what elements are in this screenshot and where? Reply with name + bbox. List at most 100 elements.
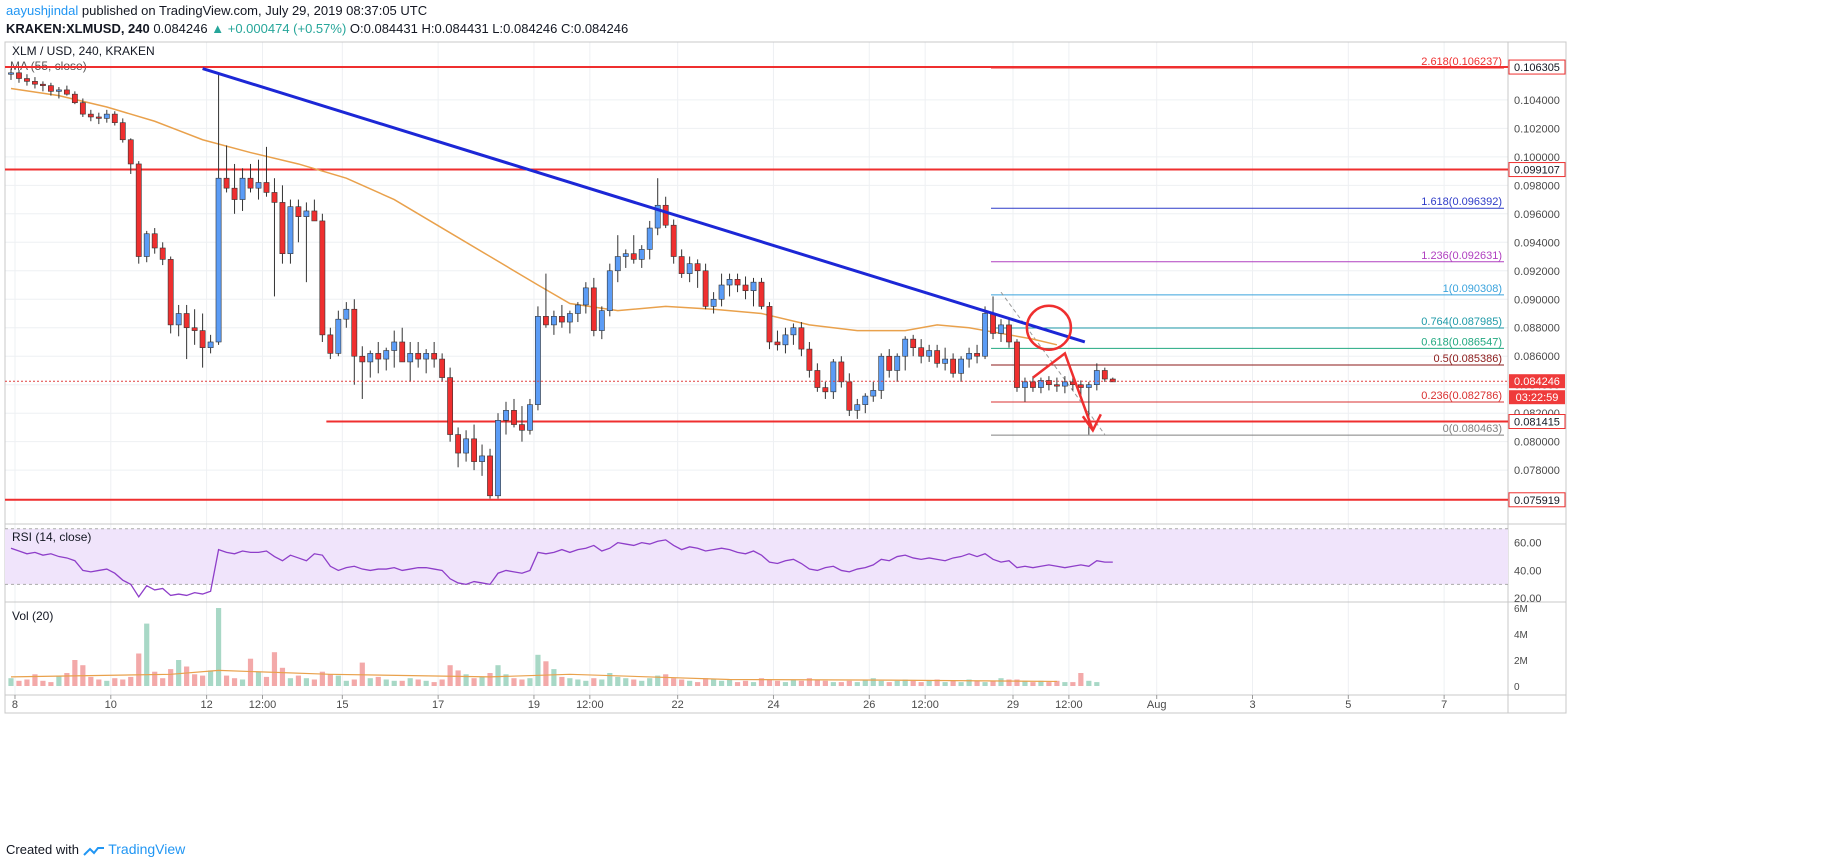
fib-level-label: 1.236(0.092631): [1421, 250, 1502, 262]
candle-body: [543, 316, 549, 326]
candle-body: [974, 353, 980, 357]
candle-body: [551, 316, 557, 326]
candle-body: [263, 182, 270, 193]
volume-bar: [56, 675, 62, 686]
candle-body: [391, 341, 398, 351]
volume-bar: [559, 676, 565, 686]
volume-bar: [830, 682, 836, 686]
candle-body: [558, 316, 565, 323]
volume-bar: [1070, 682, 1076, 686]
volume-bar: [1014, 679, 1020, 686]
candle-body: [367, 353, 374, 363]
candle-body: [966, 353, 972, 360]
x-tick-label: 12:00: [576, 699, 604, 711]
candle-body: [48, 85, 54, 92]
volume-bar: [327, 674, 333, 686]
candle-body: [598, 310, 605, 331]
volume-bar: [527, 678, 533, 686]
volume-bar: [838, 682, 844, 686]
candle-body: [327, 334, 334, 354]
level-price-tag: [1508, 59, 1566, 75]
candle-body: [439, 358, 446, 378]
volume-bar: [447, 665, 453, 686]
volume-bar: [1038, 680, 1044, 686]
y-tick-label: 0.088000: [1514, 323, 1560, 335]
volume-bar: [303, 678, 309, 686]
volume-bar: [239, 679, 246, 686]
candle-body: [1006, 324, 1012, 343]
volume-bar: [463, 674, 469, 686]
volume-bar: [958, 682, 964, 686]
volume-bar: [495, 665, 501, 686]
grid-lines: [5, 42, 1508, 695]
candle-body: [231, 187, 238, 200]
candle-body: [750, 281, 757, 292]
volume-bar: [311, 679, 317, 686]
author-link[interactable]: aayushjindal: [6, 3, 79, 18]
volume-ma-line: [10, 669, 1057, 683]
fib-level-label: 0(0.080463): [1443, 423, 1502, 435]
volume-bar: [48, 682, 54, 686]
candle-body: [958, 358, 964, 374]
fib-level-label: 0.618(0.086547): [1421, 336, 1502, 348]
volume-bar: [750, 682, 757, 686]
candle-body: [167, 259, 174, 326]
volume-bar: [255, 671, 262, 686]
candle-body: [103, 113, 110, 119]
candle-body: [622, 253, 629, 257]
volume-bar: [631, 679, 637, 686]
volume-bar: [152, 671, 158, 686]
volume-bar: [1046, 682, 1052, 686]
candle-body: [582, 287, 589, 306]
candle-body: [830, 361, 837, 393]
volume-bar: [351, 679, 357, 686]
volume-bar: [215, 608, 222, 686]
volume-bar: [718, 680, 725, 686]
candle-body: [519, 424, 525, 431]
volume-bar: [144, 623, 150, 686]
volume-bar: [231, 678, 238, 686]
volume-bars: [8, 608, 1100, 686]
volume-bar: [1022, 680, 1028, 686]
volume-bar: [200, 675, 206, 686]
last-price: 0.084246: [153, 21, 208, 36]
fib-anchor-line: [1000, 291, 1106, 435]
volume-bar: [479, 676, 485, 686]
candle-body: [63, 89, 70, 95]
volume-label: Vol (20): [12, 609, 53, 623]
candle-body: [79, 102, 86, 115]
tradingview-link[interactable]: TradingView: [108, 841, 186, 857]
volume-bar: [271, 652, 278, 686]
candle-body: [1054, 384, 1060, 387]
candle-body: [463, 438, 469, 454]
x-tick-label: 12:00: [249, 699, 277, 711]
moving-average-line: [10, 87, 1058, 346]
volume-bar: [591, 678, 597, 686]
y-tick-label: 0.104000: [1514, 95, 1560, 107]
created-with-text: Created with: [6, 842, 79, 857]
candle-body: [1022, 381, 1028, 388]
volume-bar: [902, 679, 908, 686]
candle-body: [918, 347, 925, 357]
volume-tick-label: 2M: [1514, 656, 1528, 667]
candle-body: [223, 177, 230, 189]
volume-bar: [1086, 680, 1092, 686]
volume-bar: [439, 679, 445, 686]
candle-body: [487, 455, 493, 497]
volume-bar: [671, 678, 677, 686]
volume-bar: [567, 678, 573, 686]
candle-body: [32, 81, 38, 85]
volume-bar: [104, 680, 110, 686]
candle-body: [950, 358, 957, 374]
candle-body: [1093, 370, 1100, 386]
volume-bar: [846, 680, 852, 686]
candle-body: [479, 455, 485, 462]
volume-bar: [40, 680, 46, 686]
candle-body: [846, 381, 853, 411]
candle-body: [686, 263, 693, 274]
volume-bar: [455, 670, 461, 686]
x-tick-label: 24: [767, 699, 779, 711]
volume-bar: [64, 673, 70, 686]
volume-bar: [862, 679, 868, 686]
